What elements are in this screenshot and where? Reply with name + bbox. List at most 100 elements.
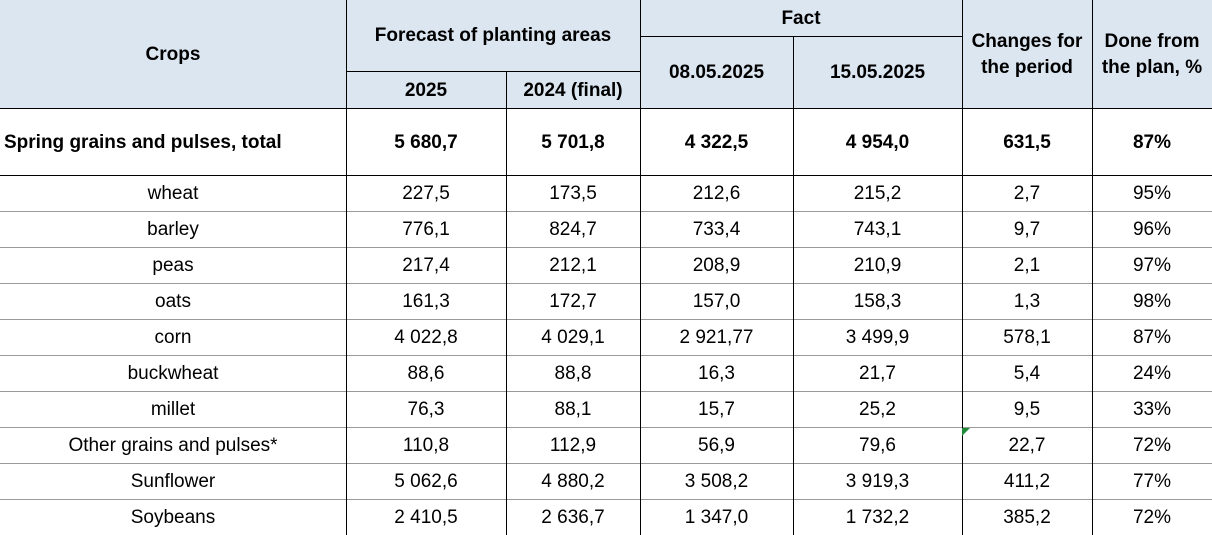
grid-line <box>0 319 1212 320</box>
forecast-2025: 161,3 <box>402 291 450 313</box>
forecast-2024: 88,8 <box>554 363 592 385</box>
total-fact-date-1: 4 322,5 <box>684 131 749 153</box>
done-percent: 95% <box>1132 183 1172 205</box>
grid-line <box>0 108 1212 109</box>
forecast-2025: 4 022,8 <box>394 327 458 349</box>
header-forecast: Forecast of planting areas <box>346 0 640 72</box>
change: 9,7 <box>1013 219 1041 241</box>
change: 411,2 <box>1003 471 1051 493</box>
crop-name: Other grains and pulses* <box>68 435 278 457</box>
total-forecast-2025: 5 680,7 <box>394 131 458 153</box>
grid-line <box>0 427 1212 428</box>
fact-date-1: 1 347,0 <box>684 506 749 528</box>
forecast-2024: 172,7 <box>549 291 597 313</box>
crop-name: peas <box>152 255 194 277</box>
grid-line <box>0 175 1212 176</box>
forecast-2024: 824,7 <box>549 219 597 241</box>
grid-line <box>962 0 963 535</box>
fact-date-2: 79,6 <box>859 435 896 457</box>
grid-line <box>0 391 1212 392</box>
grid-line <box>640 0 641 535</box>
fact-date-2: 3 499,9 <box>845 327 910 349</box>
header-forecast-2025: 2025 <box>346 72 506 109</box>
grid-line <box>0 463 1212 464</box>
header-done-plan: Done from the plan, % <box>1092 0 1212 109</box>
header-fact-date-2: 15.05.2025 <box>793 37 962 109</box>
grid-line <box>0 247 1212 248</box>
grid-line <box>640 36 962 37</box>
forecast-2025: 776,1 <box>402 219 450 241</box>
crop-name: Soybeans <box>130 506 216 528</box>
forecast-2024: 212,1 <box>549 255 597 277</box>
crop-name: corn <box>154 327 192 349</box>
done-percent: 72% <box>1132 506 1172 528</box>
fact-date-2: 25,2 <box>859 399 896 421</box>
grid-line <box>506 72 507 535</box>
header-fact-date-1: 08.05.2025 <box>640 37 793 109</box>
change: 385,2 <box>1003 506 1051 528</box>
total-fact-date-2: 4 954,0 <box>845 131 910 153</box>
grid-line <box>1092 0 1093 535</box>
fact-date-2: 210,9 <box>853 255 902 277</box>
change: 1,3 <box>1013 291 1041 313</box>
crop-name: millet <box>150 399 196 421</box>
total-forecast-2024: 5 701,8 <box>541 131 605 153</box>
change: 2,7 <box>1013 183 1041 205</box>
fact-date-1: 2 921,77 <box>679 327 754 349</box>
forecast-2025: 88,6 <box>407 363 445 385</box>
forecast-2025: 5 062,6 <box>394 471 458 493</box>
total-change: 631,5 <box>1003 131 1051 153</box>
fact-date-1: 157,0 <box>692 291 741 313</box>
forecast-2025: 110,8 <box>402 435 450 457</box>
fact-date-2: 215,2 <box>853 183 902 205</box>
forecast-2025: 227,5 <box>402 183 450 205</box>
done-percent: 96% <box>1132 219 1172 241</box>
forecast-2024: 88,1 <box>554 399 592 421</box>
header-forecast-2024: 2024 (final) <box>506 72 640 109</box>
forecast-2024: 4 029,1 <box>541 327 605 349</box>
forecast-2025: 76,3 <box>407 399 445 421</box>
forecast-2024: 112,9 <box>549 435 597 457</box>
fact-date-2: 158,3 <box>853 291 902 313</box>
grid-line <box>0 355 1212 356</box>
forecast-2025: 217,4 <box>402 255 450 277</box>
change: 5,4 <box>1013 363 1041 385</box>
grid-line <box>346 0 347 535</box>
fact-date-2: 1 732,2 <box>845 506 910 528</box>
crop-name: barley <box>147 219 199 241</box>
fact-date-1: 3 508,2 <box>684 471 749 493</box>
change: 2,1 <box>1013 255 1041 277</box>
forecast-2024: 2 636,7 <box>541 506 605 528</box>
done-percent: 87% <box>1132 327 1172 349</box>
crop-name: Sunflower <box>130 471 216 493</box>
header-fact: Fact <box>640 0 962 37</box>
header-changes: Changes for the period <box>962 0 1092 109</box>
done-percent: 33% <box>1132 399 1172 421</box>
forecast-2025: 2 410,5 <box>394 506 458 528</box>
forecast-2024: 4 880,2 <box>541 471 605 493</box>
fact-date-2: 21,7 <box>859 363 896 385</box>
total-done: 87% <box>1132 131 1172 153</box>
done-percent: 98% <box>1132 291 1172 313</box>
fact-date-1: 208,9 <box>692 255 741 277</box>
change: 22,7 <box>1008 435 1046 457</box>
grid-line <box>346 71 640 72</box>
grid-line <box>0 283 1212 284</box>
grid-line <box>0 211 1212 212</box>
forecast-2024: 173,5 <box>549 183 597 205</box>
done-percent: 24% <box>1132 363 1172 385</box>
cell-comment-marker-icon <box>962 428 970 436</box>
fact-date-1: 212,6 <box>692 183 741 205</box>
fact-date-1: 15,7 <box>698 399 735 421</box>
crop-name: wheat <box>147 183 199 205</box>
fact-date-2: 743,1 <box>853 219 902 241</box>
crop-name: buckwheat <box>127 363 219 385</box>
change: 578,1 <box>1003 327 1051 349</box>
change: 9,5 <box>1013 399 1041 421</box>
done-percent: 72% <box>1132 435 1172 457</box>
fact-date-1: 56,9 <box>698 435 735 457</box>
total-crop: Spring grains and pulses, total <box>4 131 282 153</box>
header-crops: Crops <box>0 0 346 109</box>
done-percent: 97% <box>1132 255 1172 277</box>
